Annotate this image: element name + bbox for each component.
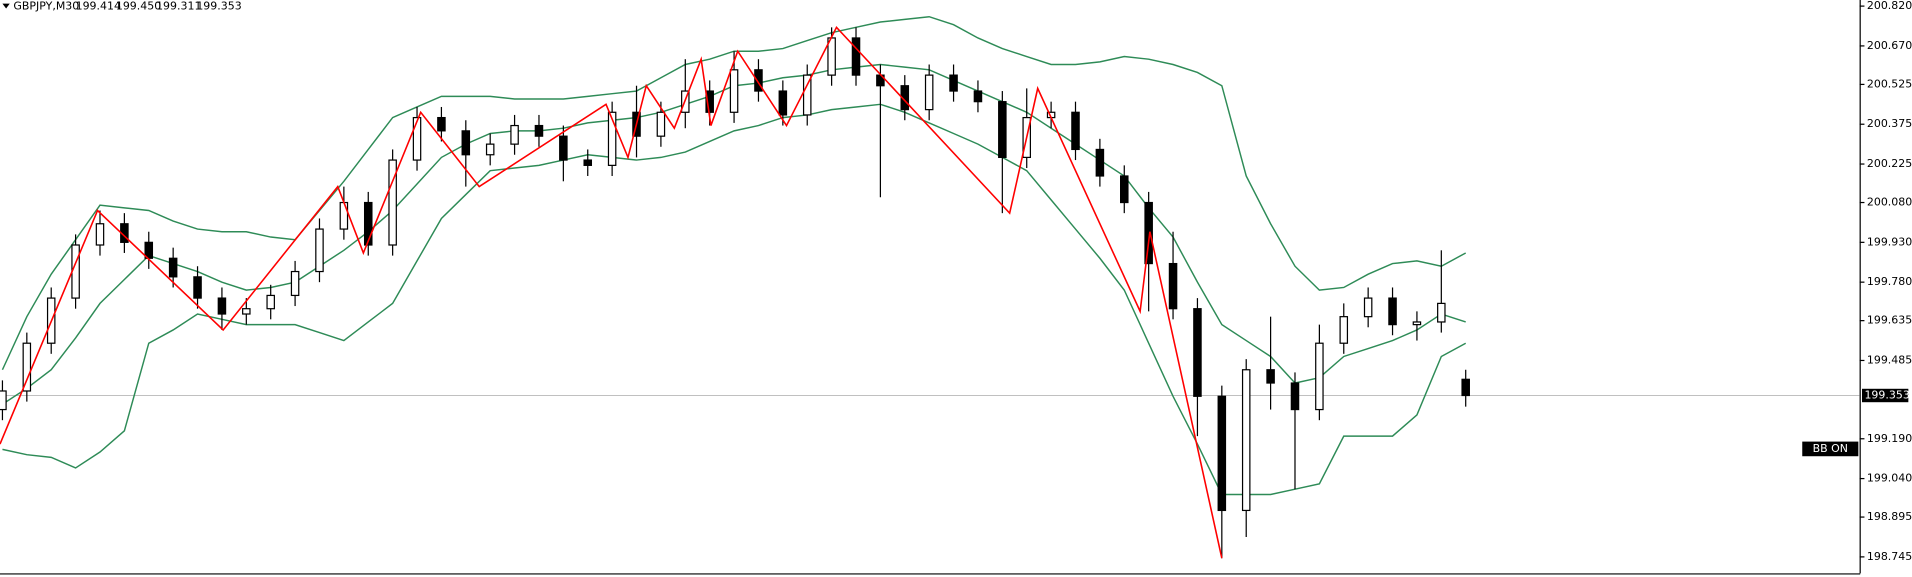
candle-body: [851, 37, 861, 76]
candle-body: [1339, 316, 1349, 344]
y-tick-label: 200.670: [1867, 39, 1912, 52]
candle-body: [1461, 378, 1470, 397]
candle-body: [534, 124, 544, 137]
collapse-toggle[interactable]: [2, 3, 10, 9]
candle-body: [754, 69, 763, 92]
y-tick-label: 200.820: [1867, 0, 1912, 12]
candle-body: [1095, 148, 1105, 177]
candle-body: [778, 90, 788, 116]
candle-body: [510, 124, 519, 145]
candle-body: [461, 130, 471, 156]
y-tick-label: 199.190: [1867, 432, 1912, 445]
candle-body: [973, 90, 983, 103]
candle-body: [1144, 201, 1153, 265]
candle-body: [1412, 321, 1422, 326]
candle-body: [949, 74, 958, 92]
y-tick-label: 200.525: [1867, 77, 1912, 90]
candle-body: [412, 116, 422, 161]
candle-body: [998, 101, 1007, 159]
y-tick-label: 200.375: [1867, 117, 1912, 130]
candle-body: [559, 135, 568, 161]
y-tick-label: 199.040: [1867, 472, 1912, 485]
candle-body: [1168, 262, 1178, 310]
candle-body: [1071, 111, 1080, 151]
candle-body: [1290, 382, 1300, 411]
symbol-label: GBPJPY,M30: [13, 0, 79, 13]
candle-body: [583, 159, 593, 166]
candle-body: [266, 294, 275, 310]
ohlc-close: 199.353: [196, 0, 241, 13]
candle-body: [802, 74, 812, 116]
candle-body: [315, 228, 324, 273]
y-tick-label: 198.745: [1867, 550, 1912, 563]
y-tick-label: 199.930: [1867, 235, 1912, 248]
y-tick-label: 199.485: [1867, 353, 1912, 366]
y-tick-label: 198.895: [1867, 510, 1912, 523]
candle-body: [1388, 297, 1397, 326]
y-tick-label: 199.635: [1867, 314, 1912, 327]
candle-body: [924, 74, 934, 111]
ohlc-low: 199.311: [156, 0, 201, 13]
candle-body: [290, 270, 300, 297]
indicator-box: [1802, 441, 1859, 457]
candle-body: [437, 116, 446, 132]
candle-body: [1363, 297, 1373, 318]
candle-body: [485, 143, 495, 156]
candle-body: [22, 342, 32, 392]
candle-body: [242, 308, 251, 315]
candle-body: [363, 201, 373, 246]
y-tick-label: 199.780: [1867, 275, 1912, 288]
candle-body: [388, 159, 397, 246]
candle-body: [1266, 369, 1275, 384]
indicator-label: BB ON: [1813, 442, 1848, 455]
candle-body: [217, 297, 227, 315]
y-tick-label: 200.225: [1867, 157, 1912, 170]
ohlc-high: 199.450: [116, 0, 161, 13]
candle-body: [1437, 302, 1446, 323]
candle-body: [71, 244, 80, 299]
ohlc-open: 199.414: [76, 0, 121, 13]
candle-body: [339, 201, 349, 230]
candle-body: [1217, 395, 1227, 512]
candle-body: [656, 111, 666, 137]
y-tick-label: 200.080: [1867, 196, 1912, 209]
zigzag: [0, 25, 1223, 559]
candle-body: [95, 223, 105, 246]
candle-body: [1315, 342, 1324, 411]
candle-body: [1120, 175, 1129, 204]
candle-body: [1241, 369, 1251, 512]
candle-body: [193, 276, 202, 299]
candle-body: [168, 257, 178, 278]
candle-body: [607, 111, 617, 166]
current-price-label: 199.353: [1864, 388, 1909, 401]
current-price-box: [1862, 388, 1909, 403]
candle-body: [1193, 308, 1202, 397]
candle-body: [729, 69, 739, 113]
candle-body: [0, 390, 7, 411]
